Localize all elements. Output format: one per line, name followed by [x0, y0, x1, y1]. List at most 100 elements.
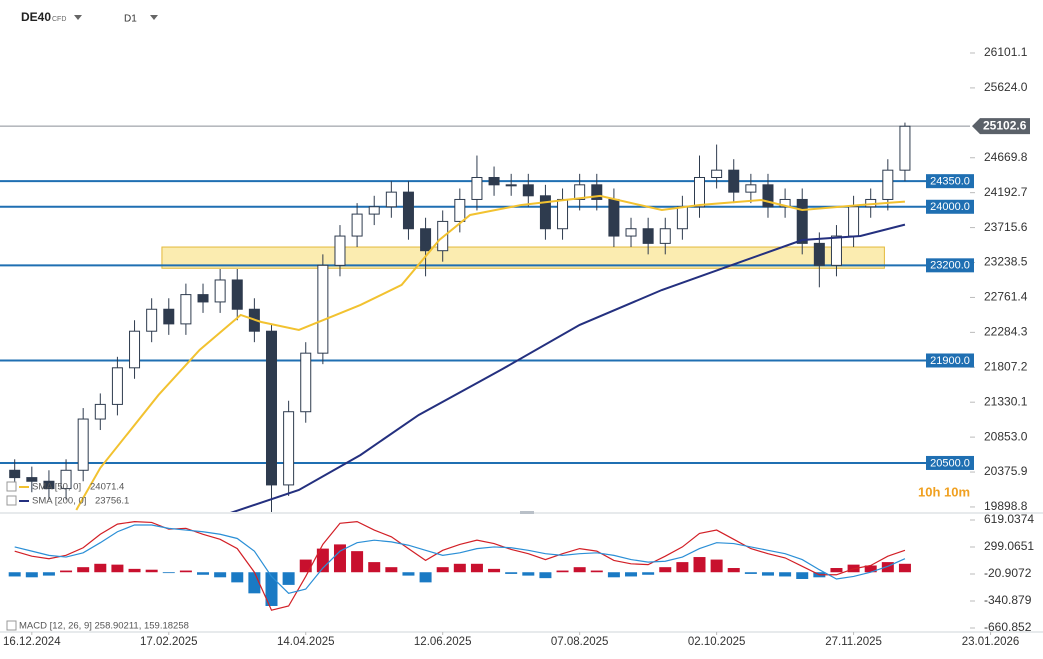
y-tick-label: 21807.2 [984, 359, 1028, 373]
macd-histogram-bar [556, 570, 569, 573]
instrument-type: CFD [52, 16, 66, 23]
overlay: 26101.1 25624.0 24669.8 24192.7 23715.6 23238… [3, 45, 1034, 648]
macd-histogram-bar [231, 572, 244, 583]
macd-histogram-bar [316, 548, 329, 573]
candle-body [813, 242, 825, 266]
macd-legend: MACD [12, 26, 9] 258.90211, 159.18258 [19, 621, 189, 632]
candle-body [317, 264, 329, 354]
macd-histogram-bar [505, 572, 518, 574]
candle-body [745, 184, 757, 193]
legend-checkbox[interactable] [6, 620, 17, 631]
candle-body [26, 477, 38, 482]
macd-histogram-bar [590, 570, 603, 573]
y-tick-label: -20.9072 [984, 566, 1032, 580]
bar-countdown: 10h 10m [918, 484, 970, 499]
y-tick-label: 25624.0 [984, 80, 1028, 94]
candle-body [9, 469, 21, 479]
timeframe[interactable]: D1 [124, 14, 137, 25]
y-tick-label: 23238.5 [984, 255, 1028, 269]
macd-histogram-bar [77, 567, 90, 573]
macd-panel [8, 520, 911, 611]
candle-body [728, 169, 740, 193]
candle-body [231, 279, 243, 310]
macd-histogram-bar [351, 551, 364, 573]
macd-histogram-bar [522, 572, 535, 576]
y-tick-label: 20853.0 [984, 429, 1028, 443]
macd-histogram-bar [197, 572, 210, 575]
candle-body [77, 418, 89, 471]
macd-histogram-bar [539, 572, 552, 579]
candle-body [111, 367, 123, 405]
sma-line [75, 194, 906, 511]
macd-line [14, 524, 906, 594]
macd-histogram-bar [385, 567, 398, 573]
candle-body [334, 235, 346, 266]
candle-body [385, 191, 397, 208]
legend-value: 23756.1 [95, 496, 129, 507]
macd-histogram-bar [8, 572, 21, 577]
panel-resize-handle[interactable] [520, 511, 534, 514]
candle-body [180, 294, 192, 325]
x-tick-label: 12.06.2025 [414, 636, 472, 648]
y-tick-label: 21330.1 [984, 394, 1028, 408]
candle-body [694, 176, 706, 208]
macd-histogram-bar [830, 568, 843, 573]
timeframe-dropdown[interactable] [150, 15, 158, 20]
macd-histogram-bar [898, 563, 911, 573]
price-panel [0, 122, 970, 512]
y-tick-label: 23715.6 [984, 220, 1028, 234]
macd-histogram-bar [60, 570, 73, 573]
candle-body [676, 206, 688, 230]
candle-body [848, 206, 860, 237]
x-tick-label: 27.11.2025 [825, 636, 882, 648]
y-tick-label: 299.0651 [984, 539, 1034, 553]
x-tick-label: 14.04.2025 [277, 636, 335, 648]
candle-body [283, 411, 295, 486]
level-label: 20500.0 [930, 457, 970, 469]
symbol-dropdown[interactable] [74, 15, 82, 20]
candle-body [557, 198, 569, 230]
macd-histogram-bar [299, 559, 312, 573]
candle-body [368, 206, 380, 215]
macd-histogram-bar [402, 572, 415, 576]
macd-histogram-bar [693, 557, 706, 573]
x-tick-label: 07.08.2025 [551, 636, 609, 648]
candle-body [522, 184, 534, 197]
candle-body [43, 480, 55, 490]
candle-body [659, 228, 671, 244]
last-price-tag [972, 118, 1030, 135]
candle-body [796, 198, 808, 244]
symbol[interactable]: DE40 [21, 10, 51, 24]
candle-body [539, 195, 551, 230]
candle-body [60, 469, 72, 490]
candle-body [899, 125, 911, 171]
macd-histogram-bar [94, 563, 107, 573]
level-label: 24000.0 [930, 201, 970, 213]
macd-histogram-bar [42, 572, 55, 576]
macd-histogram-bar [419, 572, 432, 583]
candle-body [711, 169, 723, 178]
candle-body [454, 198, 466, 222]
candle-body [163, 308, 175, 325]
candle-body [300, 352, 312, 413]
y-tick-label: -660.852 [984, 620, 1032, 634]
macd-histogram-bar [625, 572, 638, 577]
sma-line [230, 223, 906, 512]
macd-histogram-bar [779, 572, 792, 577]
level-label: 23200.0 [930, 260, 970, 272]
candle-body [402, 191, 414, 230]
legend-checkbox[interactable] [6, 481, 17, 492]
macd-histogram-bar [368, 562, 381, 573]
macd-histogram-bar [436, 567, 449, 573]
y-tick-label: 22284.3 [984, 325, 1028, 339]
macd-histogram-bar [25, 572, 38, 578]
candle-body [265, 330, 277, 486]
y-tick-label: 619.0374 [984, 512, 1034, 526]
y-tick-label: 20375.9 [984, 464, 1028, 478]
legend-checkbox[interactable] [6, 495, 17, 506]
candle-body [197, 294, 209, 303]
y-tick-label: 22761.4 [984, 290, 1028, 304]
candle-body [505, 184, 517, 187]
macd-histogram-bar [265, 572, 278, 606]
